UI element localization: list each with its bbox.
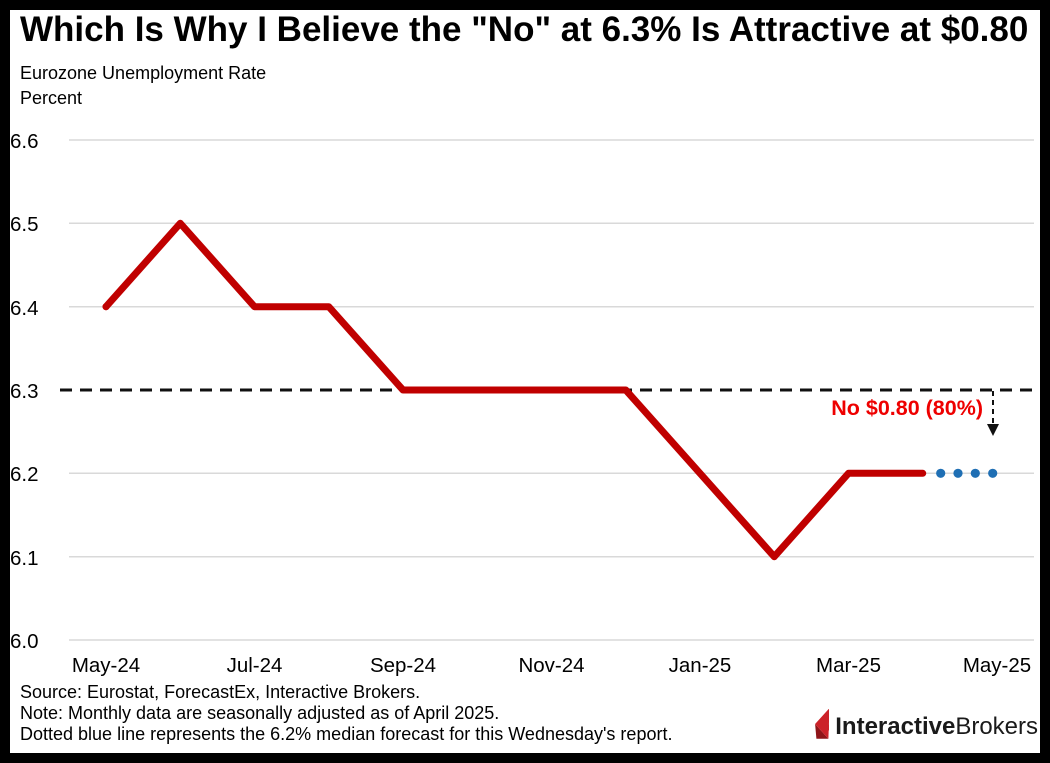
svg-text:Mar-25: Mar-25 xyxy=(816,654,881,677)
svg-text:May-24: May-24 xyxy=(72,654,140,677)
svg-text:Jul-24: Jul-24 xyxy=(227,654,283,677)
svg-text:6.1: 6.1 xyxy=(10,547,39,570)
svg-text:6.0: 6.0 xyxy=(10,630,39,653)
svg-text:6.4: 6.4 xyxy=(10,297,39,320)
svg-text:May-25: May-25 xyxy=(963,654,1031,677)
svg-text:Nov-24: Nov-24 xyxy=(518,654,584,677)
svg-text:6.6: 6.6 xyxy=(10,130,39,153)
svg-text:No $0.80 (80%): No $0.80 (80%) xyxy=(831,396,983,420)
svg-text:Jan-25: Jan-25 xyxy=(669,654,732,677)
svg-text:Sep-24: Sep-24 xyxy=(370,654,436,677)
svg-text:6.2: 6.2 xyxy=(10,463,39,486)
svg-text:6.5: 6.5 xyxy=(10,213,39,236)
svg-text:6.3: 6.3 xyxy=(10,380,39,403)
